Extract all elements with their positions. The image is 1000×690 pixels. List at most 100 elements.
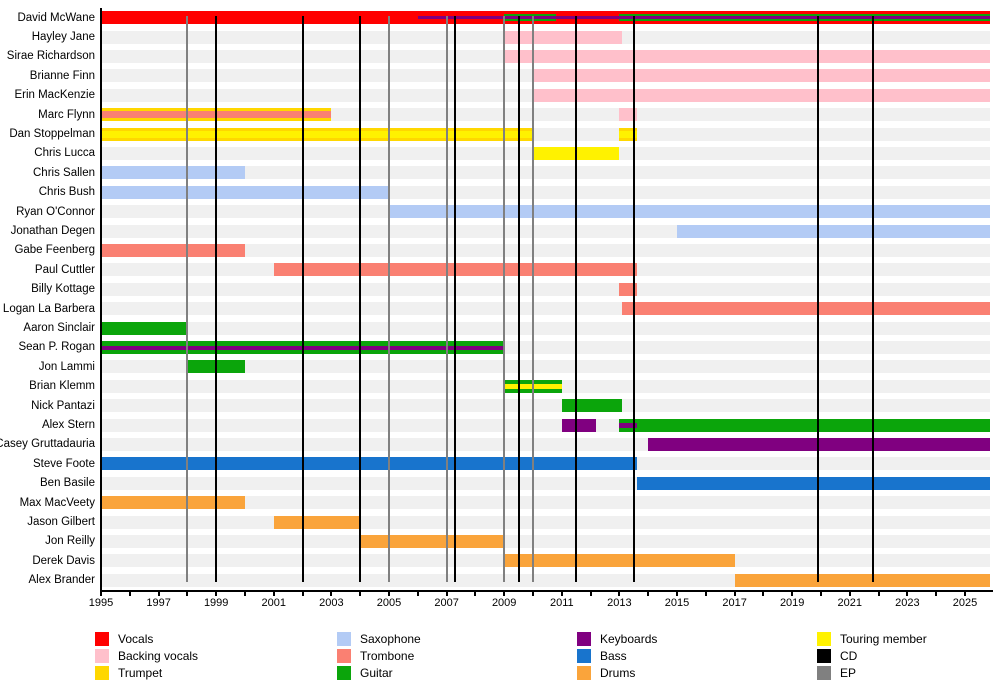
legend-item-backing_vocals: Backing vocals — [95, 649, 198, 663]
x-axis-year-label: 2019 — [779, 597, 805, 609]
member-row-track — [101, 244, 990, 257]
member-name: Brianne Finn — [29, 69, 95, 82]
member-name: Jason Gilbert — [27, 516, 95, 529]
timeline-bar-saxophone — [101, 185, 389, 199]
timeline-bar-guitar — [561, 399, 623, 413]
release-line-ep — [532, 16, 534, 582]
legend-swatch-trumpet — [95, 666, 109, 680]
member-name: Aaron Sinclair — [23, 322, 95, 335]
timeline-bar-trombone — [101, 244, 245, 257]
x-axis-tick — [474, 592, 477, 596]
x-axis-tick — [532, 592, 534, 596]
legend-label: Vocals — [118, 632, 154, 646]
timeline-bar-drums — [273, 515, 361, 529]
timeline-bar-guitar — [619, 418, 991, 432]
member-name: Brian Klemm — [29, 380, 95, 393]
legend-swatch-trombone — [337, 649, 351, 663]
x-axis-year-label: 1999 — [203, 597, 229, 609]
member-name: Jon Reilly — [45, 535, 95, 548]
x-axis-tick — [704, 592, 707, 596]
timeline-bar-backing_vocals — [533, 88, 991, 102]
x-axis-tick — [157, 592, 160, 596]
member-row-track — [101, 360, 990, 374]
member-row-track — [101, 282, 990, 296]
x-axis-year-label: 2025 — [952, 597, 978, 609]
legend-label: Saxophone — [360, 632, 421, 646]
release-line-cd — [871, 16, 874, 582]
x-axis-tick — [560, 592, 563, 596]
release-line-cd — [517, 16, 520, 582]
legend-item-cd: CD — [817, 649, 857, 663]
x-axis-tick — [820, 592, 822, 596]
release-line-ep — [503, 16, 506, 582]
x-axis-tick — [186, 592, 189, 596]
legend-label: EP — [840, 666, 857, 680]
member-row-track — [101, 166, 990, 180]
plot-area — [101, 8, 991, 590]
member-name: Marc Flynn — [38, 108, 95, 121]
x-axis-year-label: 2011 — [549, 597, 574, 609]
timeline-bar-saxophone — [101, 166, 245, 180]
legend-label: Keyboards — [600, 632, 658, 646]
legend-item-guitar: Guitar — [337, 666, 393, 680]
x-axis-tick — [416, 592, 419, 596]
timeline-bar-drums — [504, 554, 735, 568]
timeline-bar-bass — [101, 457, 637, 471]
legend-swatch-keyboards — [577, 632, 591, 646]
legend-item-vocals: Vocals — [95, 632, 153, 646]
x-axis-tick — [647, 592, 650, 596]
timeline-bar-trombone — [619, 282, 637, 296]
x-axis-year-label: 2007 — [434, 597, 459, 609]
release-line-cd — [817, 16, 820, 582]
legend-label: Bass — [600, 649, 627, 663]
x-axis-tick — [618, 592, 621, 596]
x-axis-year-label: 2009 — [491, 597, 517, 609]
y-axis-line — [100, 8, 102, 591]
x-axis-year-label: 2001 — [261, 597, 287, 609]
x-axis-year-label: 1997 — [146, 597, 171, 609]
member-name: Ryan O'Connor — [16, 205, 95, 218]
member-name: Billy Kottage — [31, 283, 95, 296]
x-axis-tick — [964, 592, 966, 596]
legend-swatch-ep — [817, 666, 831, 680]
x-axis-tick — [733, 592, 736, 596]
legend-label: Guitar — [360, 666, 393, 680]
timeline-bar-drums — [360, 535, 505, 548]
timeline-bar-backing_vocals — [504, 50, 991, 63]
legend-swatch-vocals — [95, 632, 109, 646]
x-axis-year-label: 2023 — [895, 597, 920, 609]
x-axis-tick — [215, 592, 218, 596]
legend-swatch-bass — [577, 649, 591, 663]
legend-label: Drums — [600, 666, 636, 680]
member-name: Alex Brander — [28, 574, 95, 587]
member-row-track — [101, 515, 990, 529]
member-name: Max MacVeety — [19, 496, 95, 509]
x-axis-tick — [848, 592, 851, 596]
timeline-bar-keyboards — [561, 418, 597, 432]
release-line-cd — [454, 16, 457, 582]
member-name: David McWane — [17, 11, 95, 24]
x-axis-tick — [445, 592, 448, 596]
x-axis-year-label: 2005 — [376, 597, 402, 609]
release-line-cd — [632, 16, 635, 582]
timeline-bar-bass — [636, 476, 991, 490]
timeline-bar-drums — [734, 573, 991, 587]
x-axis-tick — [272, 592, 275, 596]
legend-item-drums: Drums — [577, 666, 635, 680]
x-axis-tick — [762, 592, 765, 596]
timeline-bar-touring — [101, 130, 533, 138]
member-name: Hayley Jane — [31, 31, 95, 44]
member-name: Derek Davis — [32, 554, 95, 567]
legend-item-keyboards: Keyboards — [577, 632, 657, 646]
member-name: Nick Pantazi — [31, 399, 95, 412]
member-name: Casey Gruttadauria — [0, 438, 95, 451]
timeline-bar-trombone — [622, 302, 991, 316]
x-axis-year-label: 2015 — [664, 597, 690, 609]
x-axis-tick — [906, 592, 909, 596]
x-axis-year-label: 2013 — [607, 597, 632, 609]
x-axis-year-label: 2003 — [319, 597, 344, 609]
member-name: Erin MacKenzie — [14, 89, 95, 102]
x-axis-tick — [877, 592, 880, 596]
member-name: Dan Stoppelman — [9, 128, 95, 141]
legend-item-touring: Touring member — [817, 632, 927, 646]
